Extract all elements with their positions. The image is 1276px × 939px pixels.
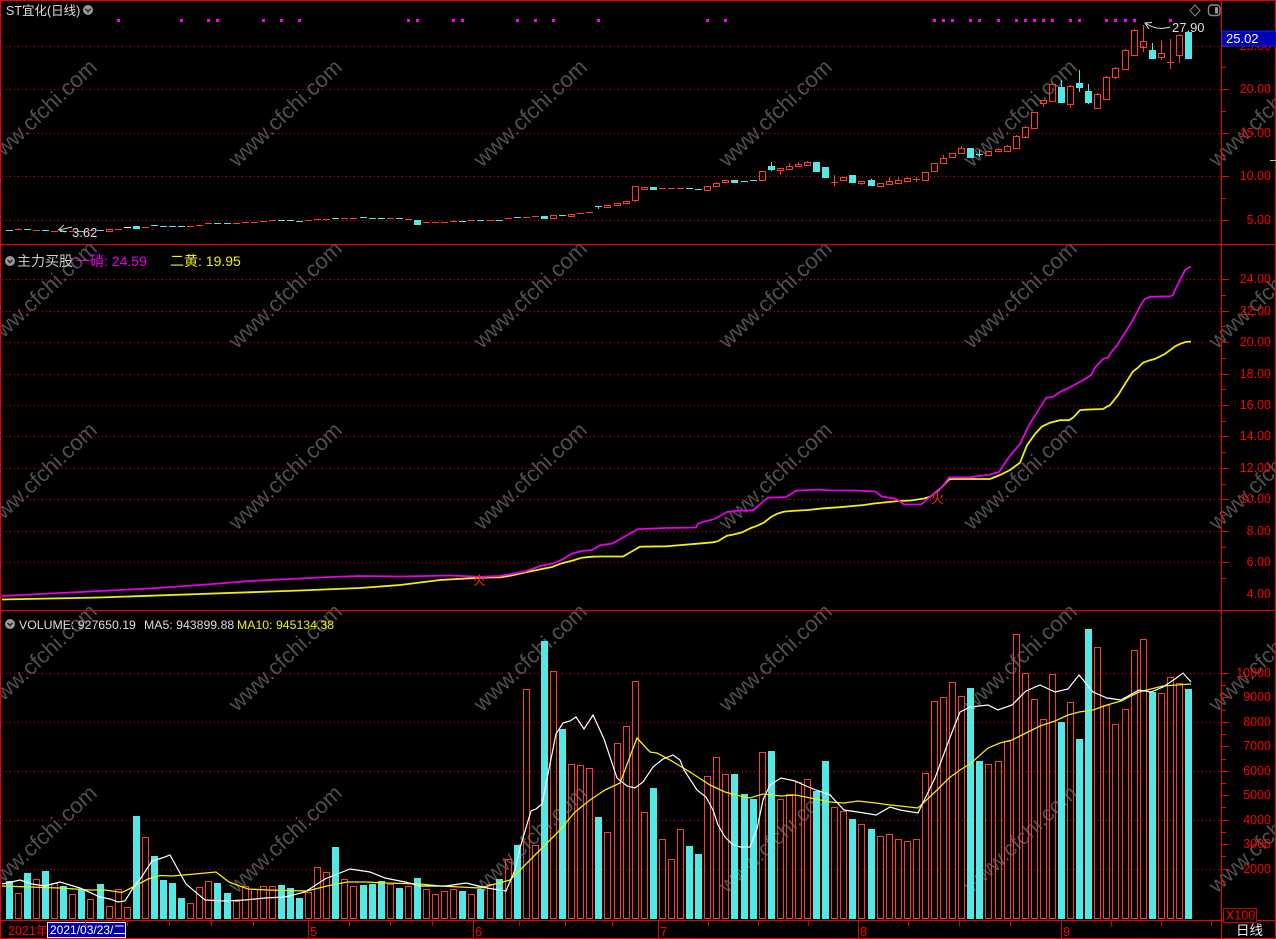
svg-text:10.00: 10.00 (1240, 169, 1271, 183)
svg-text:7: 7 (660, 924, 667, 939)
svg-text:24.00: 24.00 (1240, 272, 1271, 286)
svg-text:27.90: 27.90 (1172, 20, 1205, 35)
svg-text:火: 火 (473, 573, 486, 588)
svg-text:MA5: 943899.88: MA5: 943899.88 (144, 618, 234, 632)
svg-text:18.00: 18.00 (1240, 367, 1271, 381)
svg-text:7000: 7000 (1243, 739, 1271, 753)
svg-text:15.00: 15.00 (1240, 126, 1271, 140)
svg-text:8000: 8000 (1243, 715, 1271, 729)
svg-text:20.00: 20.00 (1240, 335, 1271, 349)
svg-text:22.00: 22.00 (1240, 304, 1271, 318)
svg-text:VOLUME: 927650.19: VOLUME: 927650.19 (19, 618, 136, 632)
svg-text:主力买股: 主力买股 (17, 253, 73, 269)
svg-text:5: 5 (310, 924, 317, 939)
svg-text:20.00: 20.00 (1240, 82, 1271, 96)
svg-text:6: 6 (475, 924, 482, 939)
svg-text:ST宜化(日线): ST宜化(日线) (6, 3, 80, 18)
svg-text:3000: 3000 (1243, 837, 1271, 851)
svg-text:12.00: 12.00 (1240, 461, 1271, 475)
svg-text:X100: X100 (1226, 909, 1255, 923)
svg-text:4000: 4000 (1243, 813, 1271, 827)
svg-text:2000: 2000 (1243, 862, 1271, 876)
svg-text:10.00: 10.00 (1240, 492, 1271, 506)
svg-text:8: 8 (860, 924, 867, 939)
svg-text:4.00: 4.00 (1247, 587, 1271, 601)
svg-text:25.02: 25.02 (1226, 31, 1259, 46)
svg-text:2021/03/23/二: 2021/03/23/二 (50, 923, 125, 937)
svg-text:6.00: 6.00 (1247, 555, 1271, 569)
svg-text:14.00: 14.00 (1240, 429, 1271, 443)
svg-text:16.00: 16.00 (1240, 398, 1271, 412)
svg-text:8.00: 8.00 (1247, 524, 1271, 538)
svg-text:10000: 10000 (1236, 666, 1271, 680)
svg-text:2021年: 2021年 (8, 924, 48, 938)
svg-text:MA10: 945134.38: MA10: 945134.38 (237, 618, 334, 632)
svg-text:3.62: 3.62 (72, 225, 97, 240)
svg-text:5.00: 5.00 (1247, 213, 1271, 227)
svg-text:5000: 5000 (1243, 788, 1271, 802)
svg-text:6000: 6000 (1243, 764, 1271, 778)
svg-text:二黄: 19.95: 二黄: 19.95 (170, 253, 241, 269)
svg-text:日线: 日线 (1236, 923, 1263, 938)
svg-text:9000: 9000 (1243, 690, 1271, 704)
svg-text:9: 9 (1063, 924, 1070, 939)
svg-text:一硝: 24.59: 一硝: 24.59 (76, 253, 147, 269)
svg-text:火: 火 (931, 491, 944, 506)
